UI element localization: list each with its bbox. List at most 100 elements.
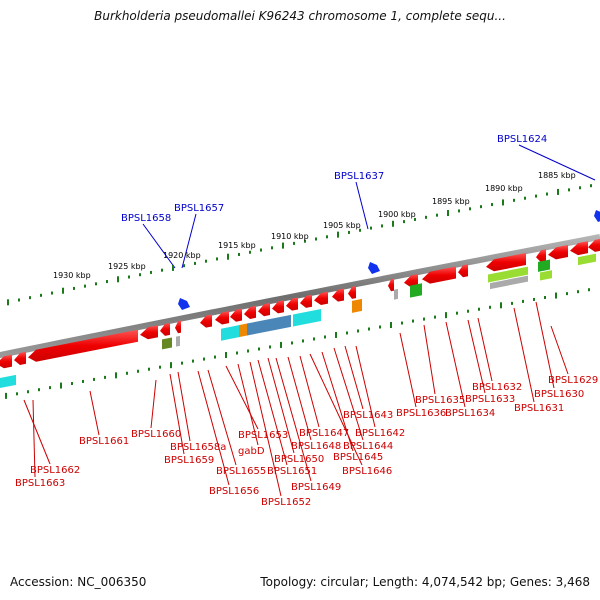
scale-label: 1905 kbp xyxy=(323,221,361,230)
gene-label-red: BPSL1660 xyxy=(131,429,181,440)
leader-line xyxy=(344,345,364,410)
leader-line xyxy=(333,347,364,441)
gene-arrow xyxy=(200,314,212,328)
scale-label: 1910 kbp xyxy=(271,232,309,241)
leader-line xyxy=(399,332,417,408)
gene-arrow xyxy=(458,264,468,278)
scale-label: 1890 kbp xyxy=(485,184,523,193)
leader-line xyxy=(267,357,295,454)
gene-feature xyxy=(578,253,596,266)
gene-arrow xyxy=(286,297,298,311)
leader-line xyxy=(518,144,596,181)
leader-line xyxy=(309,353,363,466)
leader-line xyxy=(299,355,320,428)
scale-label: 1920 kbp xyxy=(163,251,201,260)
gene-arrow xyxy=(272,300,284,314)
gene-label-red: gabD xyxy=(238,446,265,457)
gene-arrow xyxy=(388,278,394,292)
gene-label-red: BPSL1659 xyxy=(164,455,214,466)
leader-line xyxy=(197,370,230,486)
gene-arrow xyxy=(570,241,588,256)
gene-arrow xyxy=(588,238,600,252)
scale-label: 1895 kbp xyxy=(432,197,470,206)
gene-label-blue: BPSL1657 xyxy=(174,203,224,214)
gene-label-red: BPSL1651 xyxy=(267,466,317,477)
gene-feature xyxy=(247,314,291,336)
gene-label-red: BPSL1649 xyxy=(291,482,341,493)
gene-arrow xyxy=(28,329,138,362)
chromosome-backbone xyxy=(0,234,600,359)
accession-text: Accession: NC_006350 xyxy=(10,575,147,589)
gene-label-red: BPSL1642 xyxy=(355,428,405,439)
gene-arrow xyxy=(536,249,546,263)
leader-line xyxy=(445,321,466,408)
gene-feature xyxy=(239,323,247,338)
gene-label-red: BPSL1656 xyxy=(209,486,259,497)
gene-feature xyxy=(540,270,552,281)
gene-arrow xyxy=(348,286,356,299)
gene-arrow xyxy=(175,320,181,334)
gene-feature xyxy=(162,337,172,350)
leader-line xyxy=(142,223,176,269)
leader-line xyxy=(275,357,312,482)
gene-label-red: BPSL1652 xyxy=(261,497,311,508)
gene-arrow xyxy=(160,322,170,336)
gene-arrow xyxy=(314,291,328,305)
gene-arrow xyxy=(258,303,270,317)
leader-line xyxy=(423,324,436,395)
gene-feature xyxy=(488,266,528,283)
gene-feature xyxy=(394,288,398,300)
gene-label-red: BPSL1661 xyxy=(79,436,129,447)
gene-label-blue: BPSL1658 xyxy=(121,213,171,224)
gene-label-red: BPSL1653 xyxy=(238,430,288,441)
leader-line xyxy=(23,399,51,465)
gene-label-red: BPSL1631 xyxy=(514,403,564,414)
leader-line xyxy=(150,379,157,429)
scale-label: 1930 kbp xyxy=(53,271,91,280)
gene-label-red: BPSL1648 xyxy=(291,441,341,452)
leader-line xyxy=(355,345,376,428)
gene-label-red: BPSL1662 xyxy=(30,465,80,476)
blue-marker xyxy=(594,210,600,222)
gene-label-red: BPSL1635 xyxy=(415,395,465,406)
gene-label-red: BPSL1634 xyxy=(445,408,495,419)
leader-line xyxy=(513,307,535,403)
gene-label-red: BPSL1647 xyxy=(299,428,349,439)
leader-line xyxy=(89,390,100,436)
gene-arrow xyxy=(300,294,312,308)
gene-arrow xyxy=(244,305,256,319)
gene-label-red: BPSL1658a xyxy=(170,442,226,453)
gene-label-blue: BPSL1637 xyxy=(334,171,384,182)
gene-arrow xyxy=(548,244,568,260)
gene-label-red: BPSL1650 xyxy=(274,454,324,465)
gene-label-red: BPSL1644 xyxy=(343,441,393,452)
blue-marker xyxy=(178,298,190,310)
leader-line xyxy=(32,399,36,478)
leader-line xyxy=(535,301,555,389)
gene-label-red: BPSL1630 xyxy=(534,389,584,400)
gene-feature xyxy=(538,259,550,272)
blue-marker xyxy=(368,262,380,274)
gene-label-red: BPSL1643 xyxy=(343,410,393,421)
gene-arrow xyxy=(230,308,242,322)
leader-line xyxy=(477,317,493,382)
gene-feature xyxy=(293,308,321,327)
leader-line xyxy=(207,369,237,466)
gene-label-red: BPSL1636 xyxy=(396,408,446,419)
gene-arrow xyxy=(0,354,12,369)
gene-label-red: BPSL1629 xyxy=(548,375,598,386)
gene-feature xyxy=(176,335,180,347)
leader-line xyxy=(225,365,259,430)
gene-feature xyxy=(490,275,528,290)
leader-line xyxy=(249,361,282,497)
leader-line xyxy=(550,325,569,375)
gene-arrow xyxy=(422,266,456,284)
scale-label: 1915 kbp xyxy=(218,241,256,250)
gene-label-red: BPSL1655 xyxy=(216,466,266,477)
gene-arrow xyxy=(486,252,526,272)
leader-line xyxy=(355,181,369,230)
gene-feature xyxy=(352,298,362,313)
scale-label: 1885 kbp xyxy=(538,171,576,180)
gene-arrow xyxy=(332,288,344,302)
